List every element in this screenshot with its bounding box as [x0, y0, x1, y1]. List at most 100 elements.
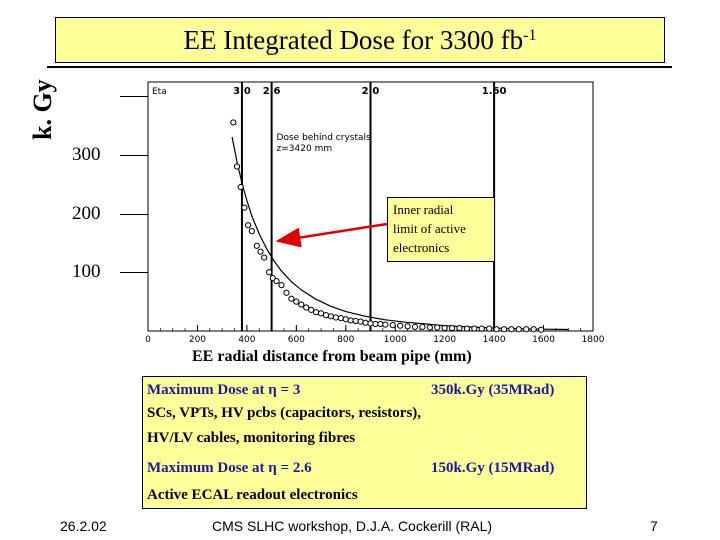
data-point	[508, 326, 515, 333]
x-axis-title: EE radial distance from beam pipe (mm)	[192, 348, 472, 365]
data-point	[377, 320, 384, 328]
callout-box: Inner radial limit of active electronics	[387, 197, 495, 262]
callout-line: Inner radial	[393, 202, 454, 217]
y-tick-label-100: 100	[72, 261, 101, 282]
y-axis-tick-mark	[120, 96, 148, 97]
x-tick-label: 1400	[483, 335, 506, 345]
data-point	[367, 320, 374, 327]
data-point	[288, 295, 295, 302]
data-point	[253, 242, 260, 249]
slide-title-superscript: -1	[523, 27, 537, 44]
x-tick-label: 0	[145, 335, 151, 345]
data-point	[478, 325, 485, 332]
data-point	[372, 320, 379, 328]
data-point	[298, 301, 305, 308]
data-point	[523, 326, 530, 333]
data-point	[486, 325, 493, 332]
eta-symbol: η	[268, 382, 277, 398]
data-point	[273, 277, 280, 285]
y-axis-tick-mark	[120, 155, 148, 156]
data-point	[537, 326, 545, 333]
summary-dose-2: 150k.Gy (15MRad)	[431, 460, 555, 476]
data-point	[293, 298, 300, 305]
y-axis-label: k. Gy	[28, 79, 57, 140]
callout-arrow	[275, 222, 388, 248]
data-point	[327, 313, 335, 320]
x-tick-label: 400	[238, 335, 255, 345]
y-axis-tick-mark	[120, 272, 148, 273]
slide-title-text: EE Integrated Dose for 3300 fb	[183, 24, 524, 55]
x-tick-label: 1600	[532, 335, 555, 345]
data-point	[347, 317, 354, 324]
data-point	[419, 323, 426, 330]
plot-annotation: Dose behind crystals	[277, 133, 371, 143]
x-tick-label: 1200	[433, 335, 456, 345]
data-point	[322, 312, 330, 319]
summary-text: Maximum Dose at	[147, 460, 269, 476]
data-point	[471, 325, 478, 332]
data-point	[303, 304, 310, 311]
data-point	[278, 282, 285, 289]
eta-value-label: 3.0	[233, 86, 251, 97]
summary-line-5: Active ECAL readout electronics	[147, 487, 358, 503]
callout-line: limit of active	[393, 221, 466, 236]
summary-text: = 3	[276, 382, 301, 398]
data-point	[308, 306, 315, 313]
footer-page-number: 7	[650, 518, 658, 534]
data-point	[441, 324, 448, 332]
data-point	[530, 326, 537, 333]
data-point	[382, 321, 389, 328]
eta-value-label: 2.6	[263, 86, 281, 97]
x-tick-label: 1000	[384, 335, 407, 345]
y-tick-label-300: 300	[72, 144, 101, 165]
summary-text: Maximum Dose at	[147, 382, 269, 398]
data-point	[283, 289, 290, 296]
footer-date: 26.2.02	[60, 518, 107, 534]
data-point	[261, 254, 268, 261]
data-point	[426, 324, 433, 331]
data-point	[337, 314, 344, 322]
y-axis-tick-mark	[120, 214, 148, 215]
data-point	[245, 222, 252, 229]
dose-plot: 0 200 400 600 800 1000 1200 1400 1600 1800 Eta 3.0 2…	[145, 81, 605, 345]
footer-center: CMS SLHC workshop, D.J.A. Cockerill (RAL…	[212, 518, 493, 534]
data-point	[241, 204, 248, 211]
eta-symbol: η	[268, 460, 277, 476]
x-tick-label: 1800	[582, 335, 605, 345]
data-point	[362, 319, 369, 326]
summary-text: = 2.6	[276, 460, 312, 476]
data-point	[342, 316, 349, 323]
summary-line-3: HV/LV cables, monitoring fibres	[147, 430, 356, 446]
data-point	[397, 322, 404, 329]
data-point	[233, 163, 241, 170]
y-tick-label-200: 200	[72, 203, 101, 224]
data-point	[434, 324, 441, 331]
data-point	[456, 324, 463, 332]
data-point	[411, 323, 419, 330]
data-point	[317, 310, 325, 317]
data-point	[500, 326, 508, 333]
x-tick-label: 800	[337, 335, 354, 345]
callout-line: electronics	[393, 240, 450, 255]
data-point	[237, 183, 244, 191]
data-point	[515, 326, 522, 333]
summary-line-2: SCs, VPTs, HV pcbs (capacitors, resistor…	[147, 405, 422, 421]
summary-box: Maximum Dose at η = 3 350k.Gy (35MRad) S…	[142, 376, 587, 509]
data-point	[463, 325, 471, 332]
slide-title: EE Integrated Dose for 3300 fb -1	[55, 17, 665, 63]
data-point	[248, 228, 255, 235]
x-tick-label: 600	[288, 335, 305, 345]
data-point	[230, 119, 237, 126]
data-point	[389, 322, 396, 329]
data-point	[357, 318, 364, 325]
data-point	[352, 317, 359, 325]
plot-annotation: z=3420 mm	[277, 144, 333, 154]
eta-value-label: 2.0	[362, 86, 380, 97]
data-point	[257, 248, 264, 255]
data-point	[313, 309, 320, 316]
data-point	[332, 314, 339, 321]
data-point	[493, 326, 500, 333]
data-point	[404, 323, 411, 330]
summary-dose-1: 350k.Gy (35MRad)	[431, 382, 555, 398]
data-point	[266, 269, 273, 276]
